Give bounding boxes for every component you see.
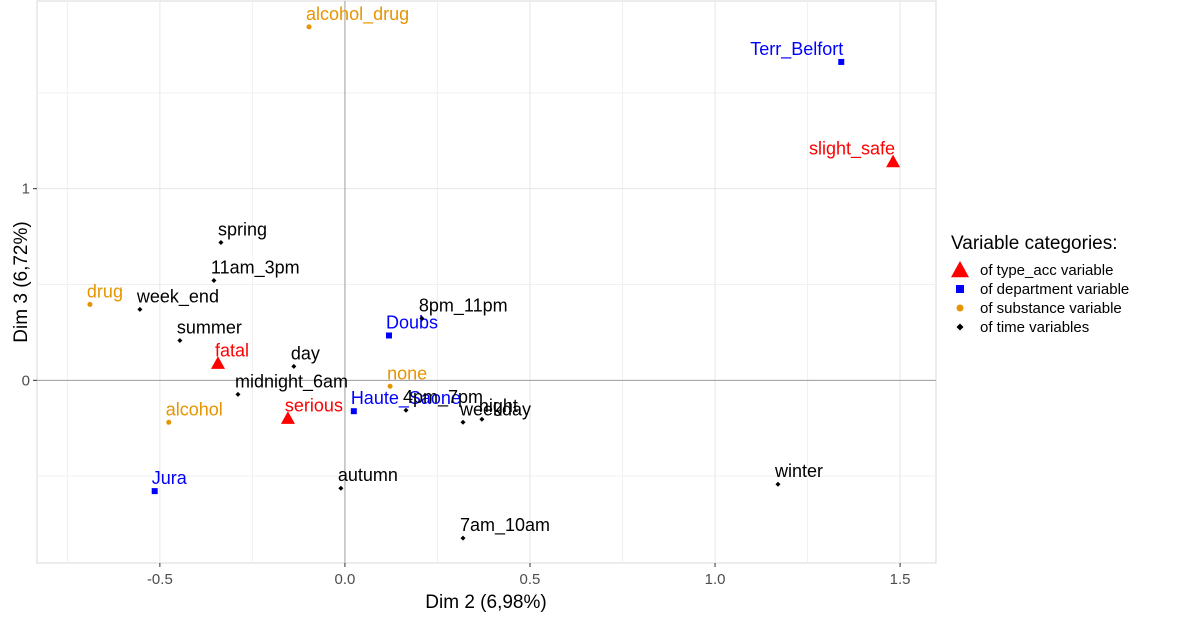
point	[210, 356, 225, 369]
point	[151, 488, 158, 495]
point	[460, 535, 466, 541]
y-axis-title: Dim 3 (6,72%)	[11, 221, 32, 342]
legend-label: of type_acc variable	[980, 262, 1113, 279]
point-label: serious	[285, 395, 343, 415]
point-label: 7am_10am	[460, 515, 550, 536]
point-label: week_end	[136, 286, 219, 307]
point	[166, 419, 172, 425]
point-label: summer	[177, 317, 242, 337]
point	[479, 416, 485, 422]
point-label: Jura	[152, 468, 188, 488]
point-label: slight_safe	[809, 139, 895, 160]
point	[137, 306, 143, 312]
point-label: night	[479, 396, 518, 416]
point	[87, 301, 93, 307]
point-label: alcohol_drug	[306, 4, 409, 25]
y-tick-label: 1	[22, 181, 30, 198]
point	[838, 58, 845, 65]
point	[218, 240, 224, 246]
legend-label: of time variables	[980, 319, 1089, 336]
point	[280, 411, 295, 424]
x-tick-label: 0.0	[335, 571, 356, 588]
x-tick-label: -0.5	[147, 571, 173, 588]
legend-key	[956, 323, 964, 331]
point	[211, 277, 217, 283]
point	[350, 408, 357, 415]
point	[235, 391, 241, 397]
legend-title: Variable categories:	[951, 233, 1118, 254]
point	[460, 419, 466, 425]
point-label: 11am_3pm	[211, 257, 300, 278]
point-label: Doubs	[386, 312, 438, 332]
x-tick-label: 0.5	[520, 571, 541, 588]
point	[291, 363, 297, 369]
point-label: fatal	[215, 340, 249, 360]
point-label: none	[387, 363, 427, 383]
point	[385, 332, 392, 339]
point-label: 8pm_11pm	[419, 295, 508, 316]
point	[886, 154, 901, 168]
x-tick-label: 1.5	[890, 571, 911, 588]
point-label: alcohol	[166, 399, 223, 419]
point	[387, 383, 393, 389]
point-label: Terr_Belfort	[750, 39, 843, 60]
legend-key	[951, 261, 969, 278]
legend-label: of department variable	[980, 281, 1129, 298]
point-label: weekday	[459, 399, 531, 419]
point-label: midnight_6am	[235, 371, 348, 392]
legend-key	[956, 304, 964, 312]
point-label: spring	[218, 220, 267, 240]
point-label: winter	[774, 461, 823, 481]
point-label: drug	[87, 281, 123, 301]
legend-label: of substance variable	[980, 300, 1122, 317]
point	[403, 407, 409, 413]
x-axis-title: Dim 2 (6,98%)	[425, 592, 546, 613]
point	[306, 24, 312, 30]
point-label: Haute_Saone	[351, 388, 461, 409]
point	[177, 337, 183, 343]
plot-background	[36, 0, 937, 564]
legend-key	[956, 285, 964, 293]
point-label: autumn	[338, 465, 398, 485]
point	[775, 481, 781, 487]
y-tick-label: 0	[22, 372, 30, 389]
point-label: day	[291, 343, 320, 363]
point	[338, 485, 344, 491]
point-label: 4pm_7pm	[403, 387, 483, 408]
point	[419, 315, 425, 321]
x-tick-label: 1.0	[705, 571, 726, 588]
